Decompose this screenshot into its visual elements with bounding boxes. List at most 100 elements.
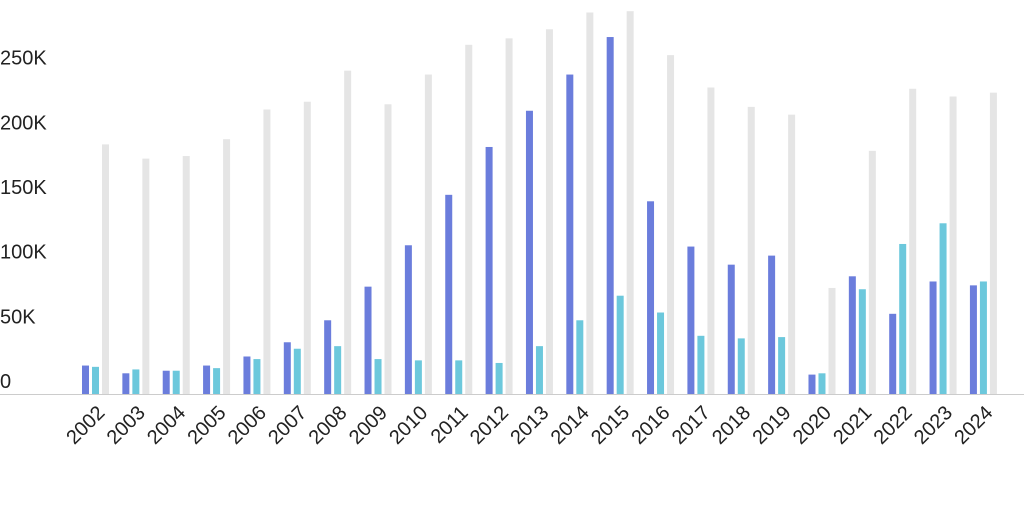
y-tick-label: 250K [0,48,47,70]
bar [929,281,937,394]
x-tick-label: 2002 [62,402,109,449]
bar [626,11,634,394]
bar [485,146,493,394]
bar [102,144,109,394]
bar [657,312,665,394]
bar [303,101,311,394]
bar [808,374,816,394]
y-tick-label: 0 [0,371,11,393]
bar [424,74,432,395]
bar [203,365,211,394]
bar [768,255,776,394]
y-tick-labels: 0 50K 100K 150K 200K 250K 300K [0,0,47,393]
bar [899,243,907,394]
x-tick-label: 2021 [829,402,876,449]
bar [939,223,947,394]
x-tick-label: 2013 [506,402,553,449]
bar [969,285,977,394]
bar [414,360,422,394]
bar [606,37,614,394]
bar [727,264,735,394]
bar [616,295,624,394]
x-tick-label: 2016 [627,402,674,449]
bar [525,110,533,394]
bar [243,356,251,394]
bar [868,150,876,394]
bar [535,346,543,394]
x-tick-label: 2024 [950,402,997,449]
bar [162,370,170,394]
bar [263,109,271,394]
x-tick-label: 2003 [103,402,150,449]
bar [92,366,99,394]
bar [293,348,301,394]
x-tick-label: 2008 [305,402,352,449]
x-tick-label: 2006 [224,402,271,449]
y-tick-label: 100K [0,242,47,264]
bar [324,320,332,394]
x-tick-label: 2017 [668,402,715,449]
y-tick-label: 200K [0,112,47,134]
y-tick-label: 300K [0,0,47,5]
bars [82,11,997,395]
bar [495,362,503,394]
bar [465,44,473,395]
bar [848,276,856,394]
x-tick-label: 2012 [466,402,513,449]
bar [747,106,755,394]
bar [344,70,352,395]
bar [545,29,553,395]
bar [889,313,897,394]
y-tick-label: 150K [0,177,47,199]
bar [223,139,231,394]
bar [576,320,584,394]
bar [213,368,221,394]
bar [445,194,453,394]
bar [828,287,836,394]
bar [788,114,796,394]
bar [737,338,745,394]
bar [505,38,513,394]
bar [455,360,463,394]
bar [697,335,705,394]
x-tick-label: 2020 [789,402,836,449]
x-tick-labels: 2002200320042005200620072008200920102011… [62,402,997,449]
bar [858,289,866,394]
bar [253,359,261,394]
y-tick-label: 50K [0,306,36,328]
bar [364,286,372,394]
bar [172,370,180,394]
x-tick-label: 2023 [910,402,957,449]
bar [778,337,786,394]
x-tick-label: 2018 [708,402,755,449]
x-tick-label: 2011 [427,402,473,448]
bar [384,104,392,394]
bar [374,359,382,394]
bar [334,346,342,394]
bar [647,201,655,394]
x-tick-label: 2007 [264,402,311,449]
bar [586,12,594,394]
bar [142,158,150,394]
bar [566,74,574,395]
bar [283,342,291,394]
bar [707,87,715,394]
bar [122,373,130,394]
bar [132,369,140,394]
x-tick-label: 2009 [345,402,392,449]
x-tick-label: 2015 [587,402,634,449]
x-tick-label: 2004 [143,402,190,449]
x-tick-label: 2019 [749,402,796,449]
bar [404,245,412,394]
x-tick-label: 2022 [870,402,917,449]
x-tick-label: 2014 [547,402,594,449]
bar [989,92,997,395]
bar [949,96,957,395]
bar [182,156,190,394]
bar [687,246,695,394]
bar [818,373,826,394]
bar [82,365,89,394]
bar [667,55,675,394]
